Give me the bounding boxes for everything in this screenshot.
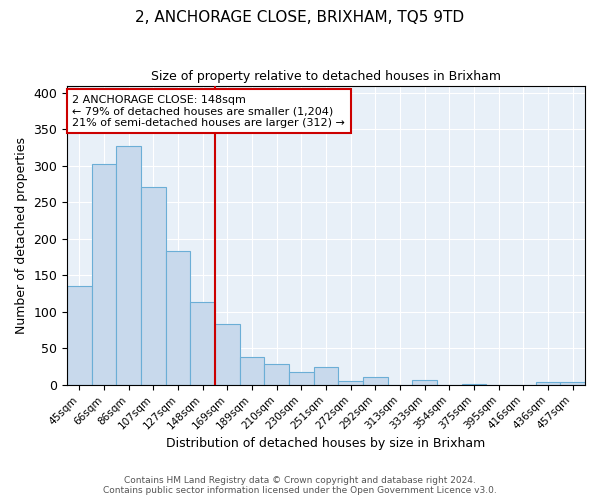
Bar (338, 381, 363, 385)
Bar (67, 286, 92, 385)
Title: Size of property relative to detached houses in Brixham: Size of property relative to detached ho… (151, 70, 501, 83)
Bar (141, 187, 166, 385)
Bar (289, 372, 314, 385)
Bar (190, 302, 215, 385)
Text: 2 ANCHORAGE CLOSE: 148sqm
← 79% of detached houses are smaller (1,204)
21% of se: 2 ANCHORAGE CLOSE: 148sqm ← 79% of detac… (73, 94, 345, 128)
Bar (412, 380, 437, 385)
Text: 2, ANCHORAGE CLOSE, BRIXHAM, TQ5 9TD: 2, ANCHORAGE CLOSE, BRIXHAM, TQ5 9TD (136, 10, 464, 25)
Bar (215, 324, 240, 385)
Bar (116, 146, 141, 385)
Bar (314, 366, 338, 385)
Bar (240, 357, 265, 385)
Bar (363, 377, 388, 385)
Bar (462, 384, 487, 385)
Bar (265, 364, 289, 385)
Y-axis label: Number of detached properties: Number of detached properties (15, 136, 28, 334)
X-axis label: Distribution of detached houses by size in Brixham: Distribution of detached houses by size … (166, 437, 486, 450)
Text: Contains HM Land Registry data © Crown copyright and database right 2024.
Contai: Contains HM Land Registry data © Crown c… (103, 476, 497, 495)
Bar (92, 164, 116, 385)
Bar (536, 382, 560, 385)
Bar (560, 382, 585, 385)
Bar (166, 250, 190, 385)
